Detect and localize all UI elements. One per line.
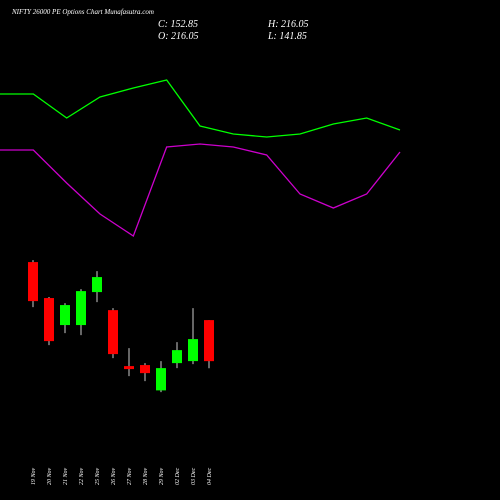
legend-low: L: 141.85 — [267, 31, 307, 42]
x-tick-label: 26 Nov — [111, 467, 117, 485]
legend-open: O: 216.05 — [158, 31, 199, 42]
candle-body — [76, 291, 86, 326]
candle-body — [140, 365, 150, 374]
candle-body — [92, 277, 102, 293]
candle-body — [156, 368, 166, 391]
indicator-line — [0, 79, 401, 138]
candle-body — [60, 305, 70, 326]
chart-title: NIFTY 26000 PE Options Chart Munafasutra… — [11, 8, 154, 16]
candle-body — [108, 310, 118, 355]
legend-high: H: 216.05 — [267, 19, 309, 30]
candle-body — [172, 350, 182, 364]
indicator-line — [0, 143, 401, 237]
candle-body — [28, 262, 38, 302]
x-tick-label: 25 Nov — [95, 467, 101, 485]
candle-body — [124, 366, 134, 370]
legend-close: C: 152.85 — [158, 19, 198, 30]
x-tick-label: 21 Nov — [63, 467, 69, 485]
x-tick-label: 29 Nov — [159, 467, 165, 485]
x-tick-label: 28 Nov — [143, 467, 149, 485]
x-tick-label: 27 Nov — [127, 467, 133, 485]
x-tick-label: 03 Dec — [191, 468, 197, 485]
x-tick-label: 20 Nov — [47, 467, 53, 485]
candle-body — [188, 339, 198, 362]
x-tick-label: 22 Nov — [79, 467, 85, 485]
x-tick-label: 19 Nov — [31, 467, 37, 485]
x-tick-label: 02 Dec — [175, 468, 181, 485]
x-tick-label: 04 Dec — [206, 468, 213, 485]
candle-body — [44, 298, 54, 342]
candle-body — [204, 320, 214, 362]
